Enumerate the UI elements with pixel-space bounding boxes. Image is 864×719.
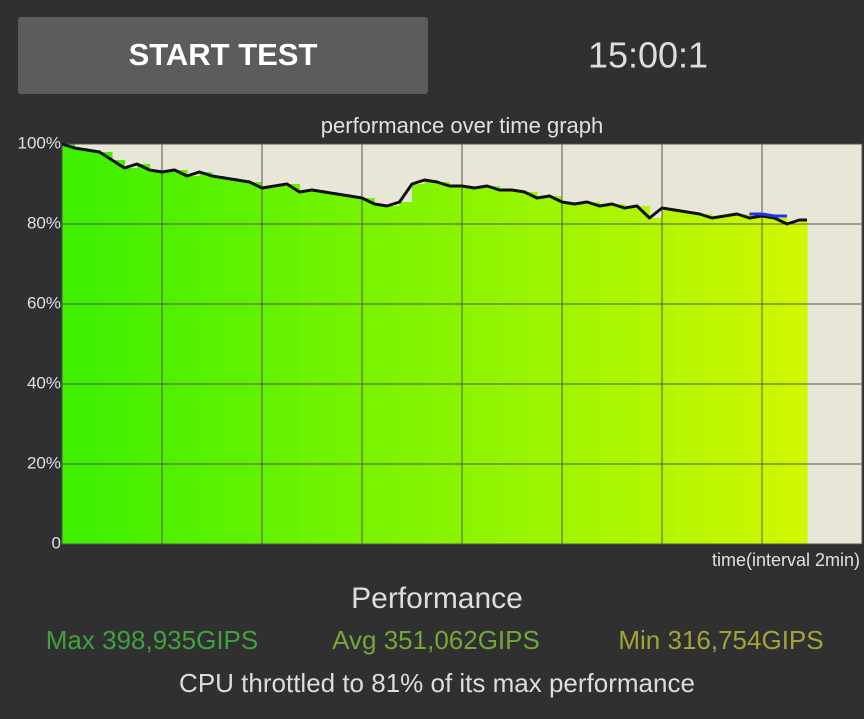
fill-bar xyxy=(212,176,225,544)
max-stat: Max 398,935GIPS xyxy=(46,625,258,655)
fill-bar xyxy=(462,186,475,544)
fill-bar xyxy=(87,150,100,544)
avg-stat: Avg 351,062GIPS xyxy=(332,625,540,655)
fill-bar xyxy=(749,218,763,544)
fill-bar xyxy=(562,202,575,544)
series-line xyxy=(749,212,787,218)
fill-bar xyxy=(387,206,400,544)
fill-bar xyxy=(362,198,375,544)
fill-bar xyxy=(437,182,450,544)
fill-bar xyxy=(199,172,213,544)
fill-bar xyxy=(637,206,650,544)
start-button[interactable] xyxy=(18,17,428,94)
fill-bar xyxy=(324,192,338,544)
y-tick-label: 60% xyxy=(27,293,61,312)
fill-bar xyxy=(149,170,163,544)
fill-bar xyxy=(374,204,388,544)
fill-bar xyxy=(162,172,175,544)
fill-bar xyxy=(299,192,313,544)
y-tick-label: 20% xyxy=(27,453,61,472)
fill-bar xyxy=(62,144,75,544)
fill-bar xyxy=(262,188,275,544)
fill-bar xyxy=(662,208,675,544)
y-tick-label: 80% xyxy=(27,213,61,232)
plot: 0 20% 40% 60% 80% 100% xyxy=(18,133,863,552)
fill-bar xyxy=(174,170,188,544)
fill-bar xyxy=(699,214,713,544)
fill-bar xyxy=(124,168,138,544)
fill-bar xyxy=(599,206,613,544)
fill-bar xyxy=(774,218,788,544)
fill-bar xyxy=(512,190,525,544)
chart-title: performance over time graph xyxy=(321,113,603,138)
fill-bar xyxy=(574,204,588,544)
series-line xyxy=(61,142,807,226)
fill-bar xyxy=(187,176,200,544)
fill-bar xyxy=(799,220,808,544)
fill-bar xyxy=(524,192,538,544)
fill-bar xyxy=(499,190,513,544)
fill-bar xyxy=(237,180,250,544)
fill-bar xyxy=(587,202,600,544)
fill-bar xyxy=(537,198,550,544)
fill-bar xyxy=(712,218,725,544)
fill-bar xyxy=(224,178,238,544)
timer: 15:00:1 xyxy=(588,35,708,76)
fill-bar xyxy=(737,214,750,544)
fill-bar xyxy=(649,218,663,544)
fill-bar xyxy=(274,186,288,544)
fill-bar xyxy=(399,202,413,544)
fill-bar xyxy=(424,180,438,544)
y-tick-label: 100% xyxy=(18,133,61,152)
fill-bar xyxy=(337,194,350,544)
start-button-label[interactable]: START TEST xyxy=(129,37,318,72)
fill-bar xyxy=(487,186,500,544)
fill-bar xyxy=(137,164,150,544)
throttle-note: CPU throttled to 81% of its max performa… xyxy=(179,668,695,698)
fill-bar xyxy=(449,186,463,544)
fill-bar xyxy=(412,184,425,544)
fill-bar xyxy=(674,210,688,544)
fill-bar xyxy=(99,152,113,544)
fill-bar xyxy=(474,188,488,544)
fill-bar xyxy=(112,160,125,544)
x-axis-label: time(interval 2min) xyxy=(712,550,860,570)
fill-bar xyxy=(74,148,88,544)
fill-bar xyxy=(287,184,300,544)
fill-bar xyxy=(549,196,563,544)
fill-bar xyxy=(349,196,363,544)
y-tick-label: 0 xyxy=(52,533,61,552)
fill-bar xyxy=(624,208,638,544)
fill-bar xyxy=(312,190,325,544)
fill-bar xyxy=(612,204,625,544)
min-stat: Min 316,754GIPS xyxy=(618,625,823,655)
y-tick-label: 40% xyxy=(27,373,61,392)
fill-bar xyxy=(249,182,263,544)
fill-bar xyxy=(687,212,700,544)
fill-bar xyxy=(762,216,775,544)
fill-bar xyxy=(724,216,738,544)
summary-title: Performance xyxy=(351,582,523,615)
